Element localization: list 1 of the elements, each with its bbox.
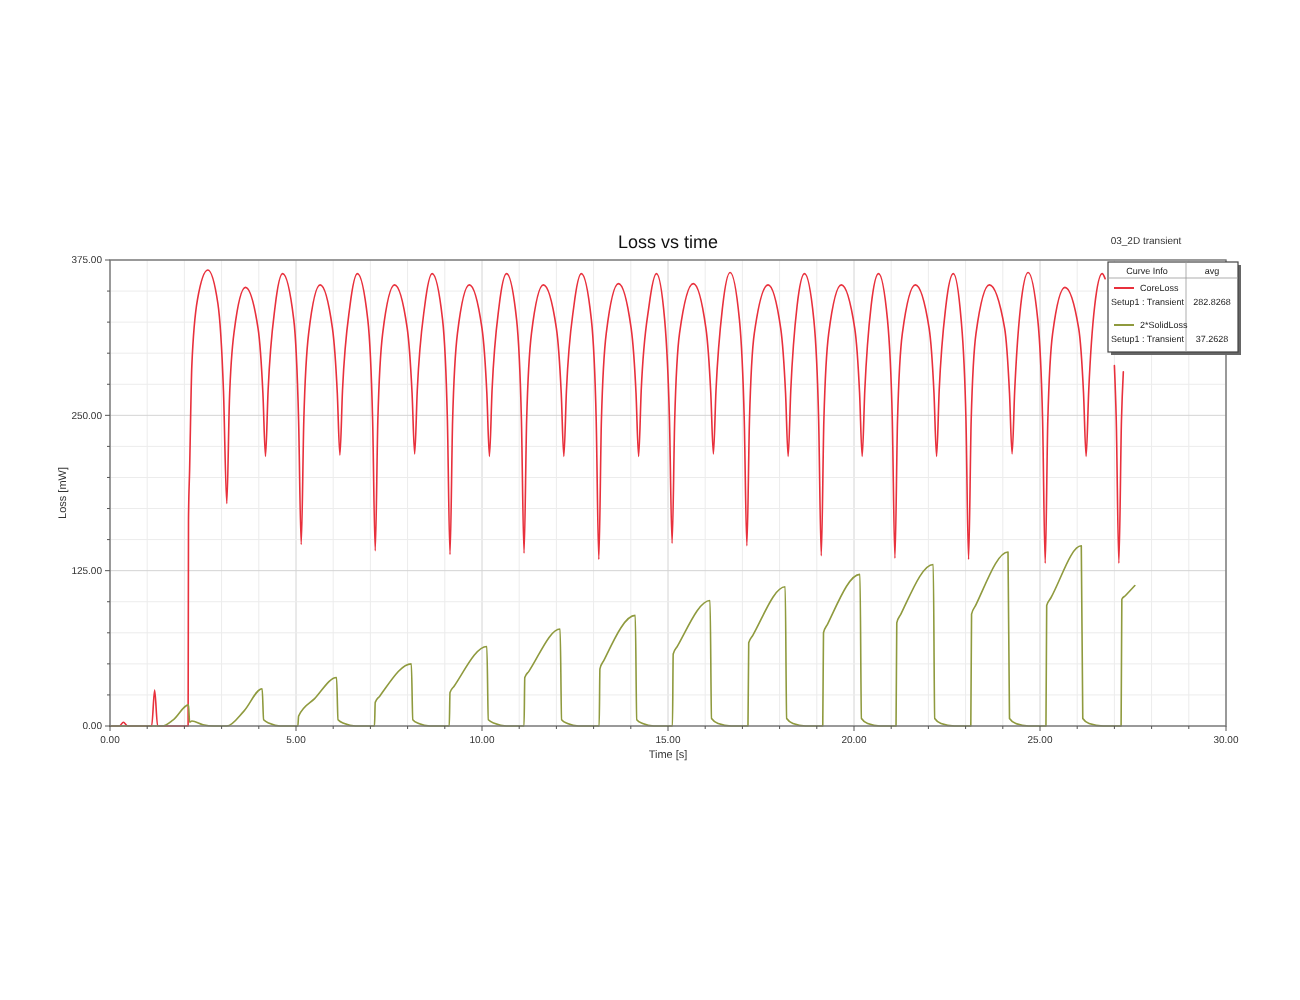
chart-title: Loss vs time	[617, 232, 719, 252]
